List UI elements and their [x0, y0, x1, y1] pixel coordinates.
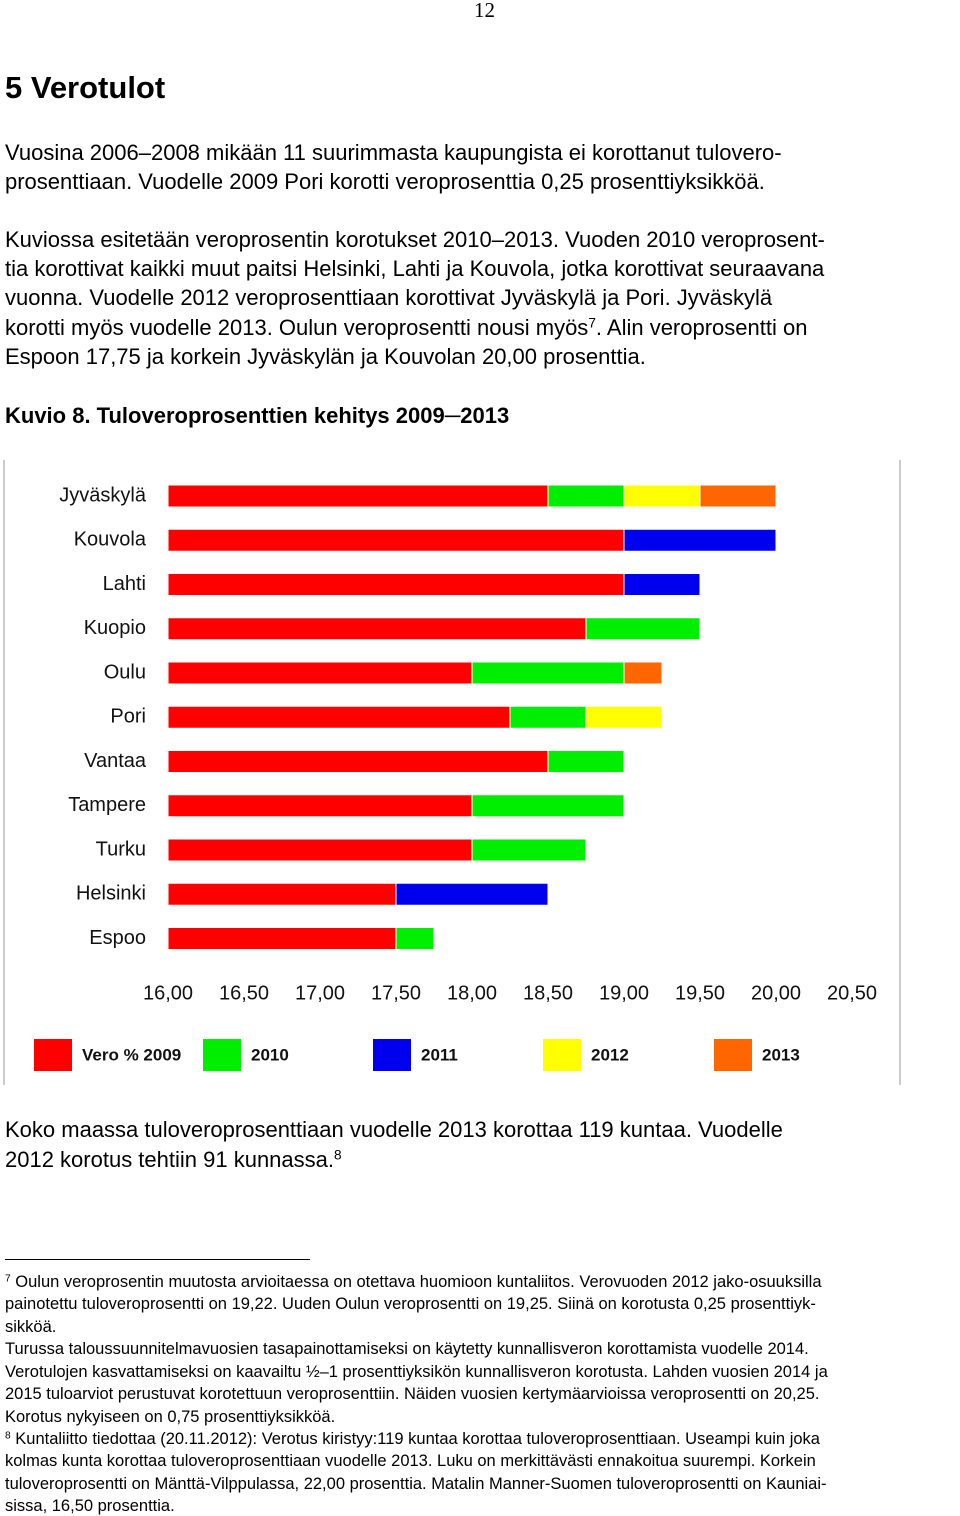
bar-segment [167, 705, 511, 729]
y-tick-label: Espoo [89, 927, 146, 949]
text-line: Vuosina 2006–2008 mikään 11 suurimmasta … [5, 140, 782, 165]
bar-segment [167, 882, 397, 906]
x-tick-label: 20,50 [827, 982, 877, 1004]
legend-label: 2011 [421, 1045, 458, 1064]
y-tick-label: Helsinki [76, 883, 146, 905]
footnote-rule [5, 1259, 310, 1260]
y-tick-label: Kuopio [84, 617, 146, 639]
text-line: vuonna. Vuodelle 2012 veroprosenttiaan k… [5, 285, 773, 311]
text-line: prosenttiaan. Vuodelle 2009 Pori korotti… [5, 169, 765, 194]
legend-swatch [714, 1039, 752, 1071]
text-line: 8 Kuntaliitto tiedottaa (20.11.2012): Ve… [5, 1428, 820, 1450]
bar-segment [471, 661, 625, 685]
y-tick-label: Kouvola [74, 529, 147, 551]
text-line: tia korottivat kaikki muut paitsi Helsin… [5, 256, 825, 282]
x-tick-label: 18,00 [447, 982, 497, 1004]
chart: Jyväskylä Kouvola Lahti Kuopio Oulu Pori Vanta… [3, 460, 901, 1085]
legend-label: 2010 [251, 1045, 289, 1064]
x-tick-label: 19,50 [675, 982, 725, 1004]
bar-segment [167, 484, 549, 508]
text-run: 2012 korotus tehtiin 91 kunnassa. [5, 1147, 335, 1172]
x-tick-label: 19,00 [599, 982, 649, 1004]
bar-segment [167, 838, 473, 862]
text-run: Kuntaliitto tiedottaa (20.11.2012): Vero… [10, 1430, 820, 1448]
text-line: sissa, 16,50 prosenttia. [5, 1497, 175, 1516]
text-run: . Alin veroprosentti on [595, 314, 808, 340]
bar-segment [395, 927, 435, 950]
bar-segment [167, 927, 397, 950]
bar-segment [585, 705, 663, 729]
bar-segment [623, 661, 663, 685]
bar-segment [167, 794, 473, 818]
page-number: 12 [474, 0, 495, 22]
text-line: Kuviossa esitetään veroprosentin korotuk… [5, 227, 825, 252]
text-line: kolmas kunta korottaa tuloveroprosenttia… [5, 1452, 816, 1471]
legend-swatch [34, 1039, 72, 1071]
bar-segment [699, 484, 777, 508]
y-tick-label: Pori [110, 706, 146, 728]
legend-swatch [543, 1039, 581, 1071]
text-line: Espoon 17,75 ja korkein Jyväskylän ja Ko… [5, 343, 646, 369]
y-tick-label: Lahti [103, 573, 146, 595]
bar-segment [623, 528, 777, 552]
bar-segment [471, 794, 625, 818]
bar-segment [623, 573, 701, 596]
y-tick-label: Tampere [68, 794, 146, 816]
bar-segment [395, 882, 549, 906]
bar-segment [471, 838, 587, 862]
y-tick-label: Vantaa [84, 750, 147, 772]
bar-segment [167, 617, 587, 641]
footnote-ref: 7 [588, 315, 596, 331]
legend-label: 2013 [762, 1045, 800, 1064]
section-title: 5 Verotulot [5, 70, 166, 105]
text-line: korotti myös vuodelle 2013. Oulun veropr… [5, 313, 807, 342]
text-line: Koko maassa tuloveroprosenttiaan vuodell… [5, 1117, 783, 1142]
y-tick-label: Turku [96, 838, 146, 860]
footnote-ref: 8 [5, 1430, 11, 1442]
text-line: sikköä. [5, 1317, 57, 1336]
bar-segment [547, 484, 625, 508]
text-run: korotti myös vuodelle 2013. Oulun veropr… [5, 314, 589, 340]
legend-label: 2012 [591, 1045, 629, 1064]
text-line: 2012 korotus tehtiin 91 kunnassa.8 [5, 1145, 342, 1174]
bar-segment [167, 573, 625, 596]
x-tick-label: 17,00 [295, 982, 345, 1004]
x-tick-label: 16,00 [143, 982, 193, 1004]
text-line: Korotus nykyiseen on 0,75 prosenttiyksik… [5, 1407, 336, 1426]
text-line: tuloveroprosentti on Mänttä-Vilppulassa,… [5, 1474, 827, 1493]
legend-swatch [373, 1039, 411, 1071]
text-line: Turussa taloussuunnitelmavuosien tasapai… [5, 1340, 809, 1359]
text-line: 7 Oulun veroprosentin muutosta arvioitae… [5, 1271, 822, 1293]
bar-segment [547, 750, 625, 773]
legend-swatch [203, 1039, 241, 1071]
text-line: 2015 tuloarviot perustuvat korotettuun v… [5, 1385, 820, 1404]
text-line: painotettu tuloveroprosentti on 19,22. U… [5, 1295, 816, 1314]
bar-segment [623, 484, 701, 508]
bar-segment [509, 705, 587, 729]
bar-segment [585, 617, 701, 641]
legend-label: Vero % 2009 [82, 1045, 181, 1064]
x-tick-label: 17,50 [371, 982, 421, 1004]
footnote-ref: 7 [5, 1273, 11, 1285]
bar-segment [167, 661, 473, 685]
x-tick-label: 18,50 [523, 982, 573, 1004]
figure-caption: Kuvio 8. Tuloveroprosenttien kehitys 200… [5, 403, 510, 428]
y-tick-label: Jyväskylä [59, 484, 147, 506]
bar-segment [167, 750, 549, 773]
x-tick-label: 20,00 [751, 982, 801, 1004]
x-tick-label: 16,50 [219, 982, 269, 1004]
text-run: Oulun veroprosentin muutosta arvioitaess… [10, 1273, 822, 1291]
text-line: Verotulojen kasvattamiseksi on kaavailtu… [5, 1362, 828, 1381]
y-tick-label: Oulu [104, 661, 146, 683]
footnote-ref: 8 [334, 1147, 342, 1163]
bar-segment [167, 528, 625, 552]
